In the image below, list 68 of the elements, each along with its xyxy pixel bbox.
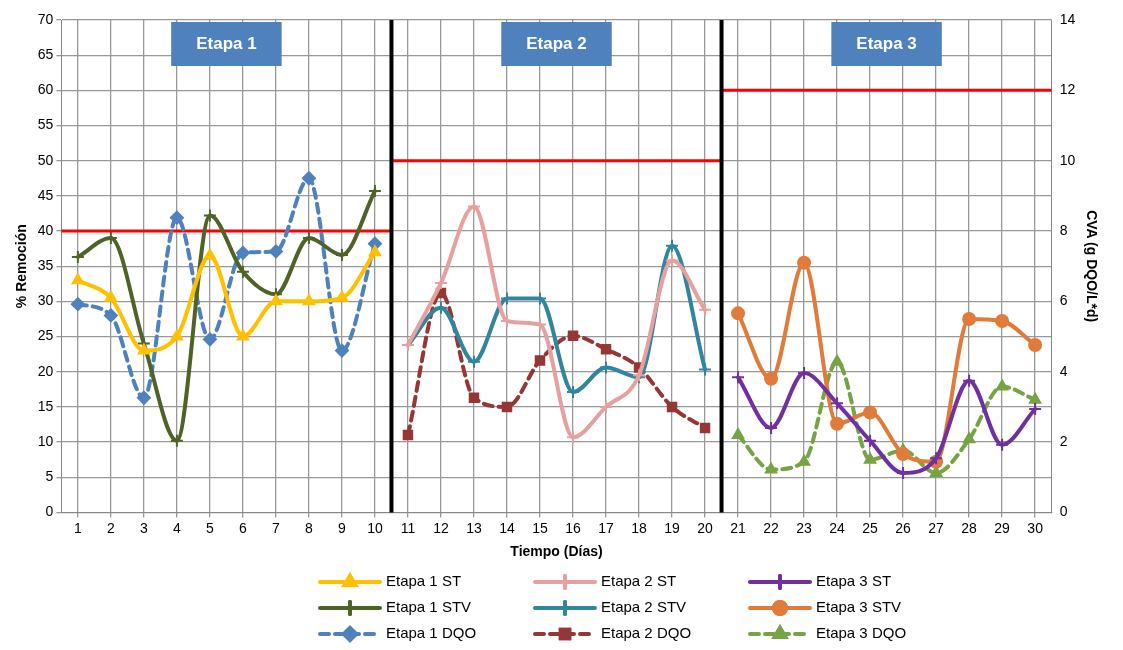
y-tick-label: 65: [37, 46, 54, 63]
x-tick-label: 3: [140, 519, 148, 536]
legend-label: Etapa 3 ST: [816, 572, 892, 590]
y2-tick-label: 8: [1059, 221, 1068, 238]
y2-tick-label: 4: [1059, 362, 1068, 379]
x-tick-label: 29: [994, 519, 1011, 536]
y-tick-label: 60: [37, 81, 54, 98]
x-axis-title: Tiempo (Días): [510, 543, 603, 560]
x-tick-label: 2: [106, 519, 115, 536]
x-tick-label: 17: [598, 519, 615, 536]
x-tick-label: 26: [895, 519, 912, 536]
legend-label: Etapa 1 DQO: [386, 624, 477, 642]
legend-label: Etapa 1 STV: [386, 598, 472, 616]
x-tick-label: 5: [206, 519, 215, 536]
y2-tick-label: 6: [1059, 292, 1068, 309]
y-tick-label: 5: [45, 468, 54, 485]
y-tick-label: 10: [37, 432, 54, 449]
x-tick-label: 12: [433, 519, 449, 536]
x-tick-label: 10: [367, 519, 383, 536]
legend-label: Etapa 2 ST: [601, 572, 677, 590]
y2-tick-label: 2: [1059, 432, 1068, 449]
annotation: Etapa 3: [856, 33, 917, 53]
y-tick-label: 20: [37, 362, 54, 379]
x-tick-label: 7: [272, 519, 281, 536]
y-axis-title: % Remoción: [13, 224, 30, 309]
x-tick-label: 6: [239, 519, 248, 536]
x-tick-label: 28: [961, 519, 978, 536]
y-tick-label: 35: [37, 257, 54, 274]
y2-tick-label: 14: [1059, 10, 1076, 27]
legend-label: Etapa 2 STV: [601, 598, 687, 616]
x-tick-label: 25: [862, 519, 879, 536]
x-tick-label: 13: [466, 519, 482, 536]
x-tick-label: 18: [631, 519, 648, 536]
y-tick-label: 45: [37, 186, 54, 203]
annotation: Etapa 2: [526, 33, 587, 53]
x-tick-label: 22: [763, 519, 780, 536]
y-tick-label: 25: [37, 327, 54, 344]
y-tick-label: 55: [37, 116, 54, 133]
x-tick-label: 11: [400, 519, 416, 536]
x-tick-label: 14: [499, 519, 515, 536]
y2-tick-label: 0: [1059, 503, 1068, 520]
x-tick-label: 8: [305, 519, 314, 536]
x-tick-label: 27: [928, 519, 945, 536]
x-tick-label: 9: [338, 519, 347, 536]
y2-tick-label: 12: [1059, 81, 1076, 98]
x-tick-label: 24: [829, 519, 846, 536]
x-tick-label: 19: [664, 519, 681, 536]
y-tick-label: 50: [37, 151, 54, 168]
x-tick-label: 4: [173, 519, 181, 536]
x-tick-label: 23: [796, 519, 813, 536]
y-tick-label: 40: [37, 221, 54, 238]
y2-tick-label: 10: [1059, 151, 1076, 168]
y2-axis-title: CVA (g DQO/L*d): [1083, 210, 1100, 323]
x-tick-label: 20: [697, 519, 714, 536]
x-tick-label: 16: [565, 519, 581, 536]
y-tick-label: 15: [37, 397, 54, 414]
y-tick-label: 70: [37, 10, 54, 27]
legend-label: Etapa 1 ST: [386, 572, 462, 590]
legend-label: Etapa 3 DQO: [816, 624, 907, 642]
y-tick-label: 30: [37, 292, 54, 309]
x-tick-label: 1: [73, 519, 82, 536]
x-tick-label: 15: [532, 519, 548, 536]
y-tick-label: 0: [45, 503, 54, 520]
x-tick-label: 21: [730, 519, 747, 536]
annotation: Etapa 1: [196, 33, 257, 53]
legend-label: Etapa 2 DQO: [601, 624, 692, 642]
legend-label: Etapa 3 STV: [816, 598, 902, 616]
x-tick-label: 30: [1027, 519, 1044, 536]
